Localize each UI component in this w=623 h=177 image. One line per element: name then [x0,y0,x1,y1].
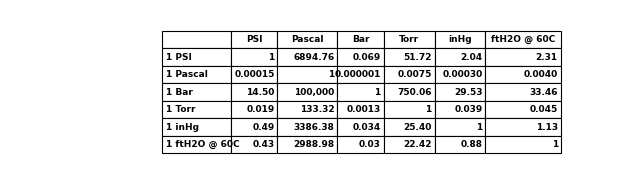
Text: 0.88: 0.88 [460,140,483,149]
Text: 1 Torr: 1 Torr [166,105,196,114]
Bar [435,66,485,83]
Bar [231,31,277,48]
Bar [384,101,435,118]
Bar [485,101,561,118]
Bar [163,101,231,118]
Bar [337,136,384,153]
Text: 1: 1 [374,88,381,97]
Text: 2.04: 2.04 [460,53,483,62]
Text: 3386.38: 3386.38 [293,123,335,132]
Text: 0.039: 0.039 [454,105,483,114]
Bar [485,136,561,153]
Text: 33.46: 33.46 [530,88,558,97]
Bar [337,118,384,136]
Bar [231,48,277,66]
Bar [231,83,277,101]
Text: Pascal: Pascal [291,35,323,44]
Text: 1: 1 [328,70,335,79]
Bar [231,66,277,83]
Text: Bar: Bar [351,35,369,44]
Text: PSI: PSI [246,35,262,44]
Text: 0.019: 0.019 [246,105,275,114]
Bar [277,83,337,101]
Bar [231,101,277,118]
Text: 6894.76: 6894.76 [293,53,335,62]
Bar [231,136,277,153]
Text: 0.00030: 0.00030 [442,70,483,79]
Bar [435,48,485,66]
Text: inHg: inHg [448,35,472,44]
Text: 0.0013: 0.0013 [346,105,381,114]
Text: 0.0075: 0.0075 [397,70,432,79]
Bar [485,83,561,101]
Bar [337,48,384,66]
Text: 1: 1 [269,53,275,62]
Bar [277,31,337,48]
Text: 1: 1 [477,123,483,132]
Text: 0.43: 0.43 [252,140,275,149]
Text: 0.00015: 0.00015 [234,70,275,79]
Text: 1 inHg: 1 inHg [166,123,199,132]
Bar [231,118,277,136]
Bar [163,31,231,48]
Bar [435,118,485,136]
Bar [435,136,485,153]
Bar [277,66,337,83]
Text: 100,000: 100,000 [294,88,335,97]
Text: 1: 1 [426,105,432,114]
Text: ftH2O @ 60C: ftH2O @ 60C [491,35,555,44]
Bar [163,118,231,136]
Bar [163,136,231,153]
Bar [435,101,485,118]
Text: 2.31: 2.31 [536,53,558,62]
Bar [163,66,231,83]
Text: 1.13: 1.13 [536,123,558,132]
Text: 0.045: 0.045 [530,105,558,114]
Text: 0.000001: 0.000001 [335,70,381,79]
Bar [337,31,384,48]
Bar [485,66,561,83]
Bar [337,101,384,118]
Bar [384,136,435,153]
Text: 1 Bar: 1 Bar [166,88,193,97]
Bar [384,48,435,66]
Bar [435,83,485,101]
Text: 22.42: 22.42 [403,140,432,149]
Text: 0.069: 0.069 [353,53,381,62]
Bar [384,31,435,48]
Text: 1 ftH2O @ 60C: 1 ftH2O @ 60C [166,140,240,149]
Bar [485,48,561,66]
Bar [337,66,384,83]
Text: Torr: Torr [399,35,419,44]
Text: 29.53: 29.53 [454,88,483,97]
Text: 51.72: 51.72 [403,53,432,62]
Bar [277,48,337,66]
Text: 1 Pascal: 1 Pascal [166,70,208,79]
Bar [163,83,231,101]
Text: 1: 1 [551,140,558,149]
Bar [384,83,435,101]
Text: 133.32: 133.32 [300,105,335,114]
Text: 0.49: 0.49 [252,123,275,132]
Bar [485,31,561,48]
Text: 750.06: 750.06 [397,88,432,97]
Text: 14.50: 14.50 [246,88,275,97]
Bar [277,118,337,136]
Text: 0.03: 0.03 [359,140,381,149]
Bar [384,66,435,83]
Bar [384,118,435,136]
Bar [485,118,561,136]
Text: 2988.98: 2988.98 [293,140,335,149]
Text: 0.034: 0.034 [353,123,381,132]
Bar [277,136,337,153]
Text: 0.0040: 0.0040 [523,70,558,79]
Bar [163,48,231,66]
Bar [435,31,485,48]
Text: 25.40: 25.40 [403,123,432,132]
Bar [277,101,337,118]
Bar [337,83,384,101]
Text: 1 PSI: 1 PSI [166,53,192,62]
